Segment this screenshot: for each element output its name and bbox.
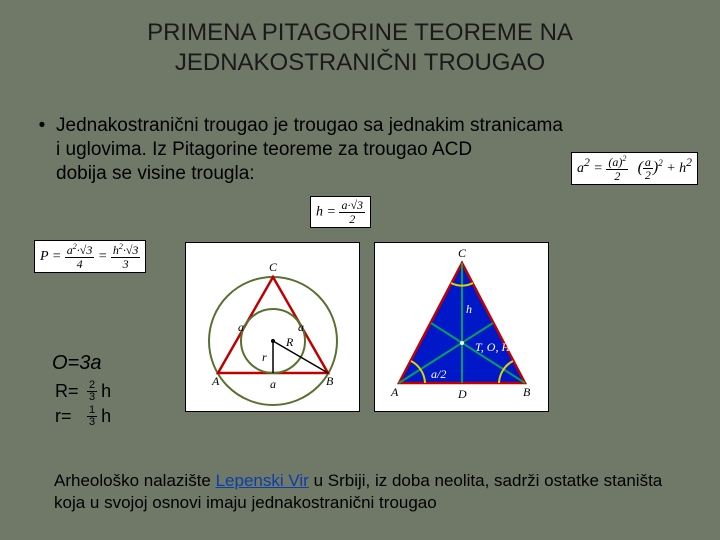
big-r-label: R= — [55, 381, 87, 402]
svg-text:a: a — [497, 314, 503, 328]
svg-text:B: B — [523, 385, 531, 399]
formula-perimeter: O=3a — [52, 352, 101, 375]
big-r-suffix: h — [101, 381, 111, 402]
svg-text:h: h — [466, 302, 472, 316]
diagram-altitudes: A B C D a a h a/2 T, O, H — [374, 242, 549, 412]
svg-text:D: D — [457, 387, 467, 401]
svg-text:a: a — [270, 377, 276, 391]
svg-text:a: a — [420, 314, 426, 328]
svg-text:R: R — [285, 335, 294, 349]
svg-text:A: A — [211, 374, 220, 388]
formula-a-squared: a2 = (a)22 (a2)2 + h2 — [571, 152, 698, 185]
big-r-den: 3 — [87, 392, 97, 403]
bullet-line2: i uglovima. Iz Pitagorine teoreme za tro… — [56, 139, 472, 160]
diagram-circles: A B C a a a R r — [185, 242, 360, 412]
formula-area: P = a2·√34 = h2·√33 — [34, 240, 146, 273]
small-r-suffix: h — [101, 406, 111, 427]
formula-height: h = a·√32 — [310, 196, 371, 228]
svg-text:r: r — [262, 350, 267, 364]
footer-text: Arheološko nalazište Lepenski Vir u Srbi… — [54, 470, 690, 514]
radii-block: R= 23 h r= 13 h — [55, 380, 111, 430]
lepenski-vir-link[interactable]: Lepenski Vir — [216, 471, 309, 490]
svg-text:C: C — [269, 260, 278, 274]
slide-title: PRIMENA PITAGORINE TEOREME NA JEDNAKOSTR… — [0, 0, 720, 86]
svg-text:B: B — [326, 374, 334, 388]
bullet-dot: • — [28, 114, 56, 185]
svg-text:A: A — [390, 385, 399, 399]
svg-text:C: C — [458, 246, 467, 260]
bullet-line1: Jednakostranični trougao je trougao sa j… — [56, 115, 563, 136]
bullet-line3: dobija se visine trougla: — [56, 163, 255, 184]
svg-text:a: a — [238, 320, 244, 334]
small-r-label: r= — [55, 406, 87, 427]
svg-text:a/2: a/2 — [431, 367, 446, 381]
small-r-den: 3 — [87, 417, 97, 428]
footer-text-1: Arheološko nalazište — [54, 471, 216, 490]
svg-text:a: a — [298, 320, 304, 334]
svg-text:T, O, H: T, O, H — [475, 340, 511, 354]
